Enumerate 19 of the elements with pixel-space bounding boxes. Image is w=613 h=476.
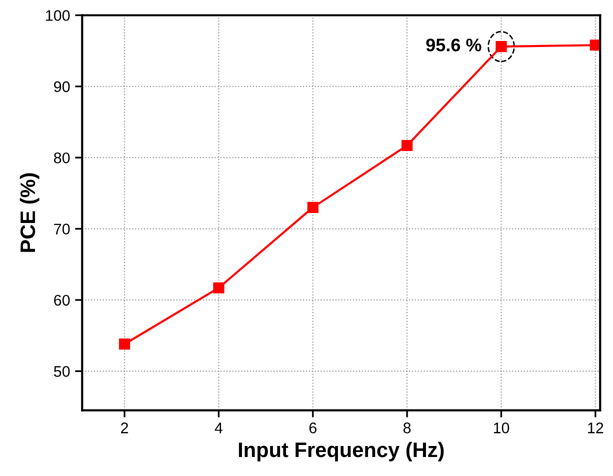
x-tick-label: 8 [403,422,411,434]
x-tick-label: 6 [309,422,316,434]
x-tick-label: 12 [588,422,604,434]
y-tick-label: 70 [54,224,70,234]
y-tick-label: 80 [54,152,70,164]
y-axis-title: PCE (%) [20,173,40,252]
point [213,282,224,294]
x-axis-title: Input Frequency (Hz) [238,442,444,462]
annotation: 95.6 % [426,38,482,52]
y-tick-label: 60 [54,294,70,306]
point [118,338,130,350]
x-tick-label: 10 [494,422,510,434]
y-tick-label: 50 [54,366,70,377]
x-tick-label: 2 [121,422,128,434]
y-tick-label: 100 [46,10,70,21]
y-tick-label: 90 [54,81,70,92]
x-tick-label: 4 [214,422,223,434]
point [402,140,413,152]
point [307,202,318,213]
